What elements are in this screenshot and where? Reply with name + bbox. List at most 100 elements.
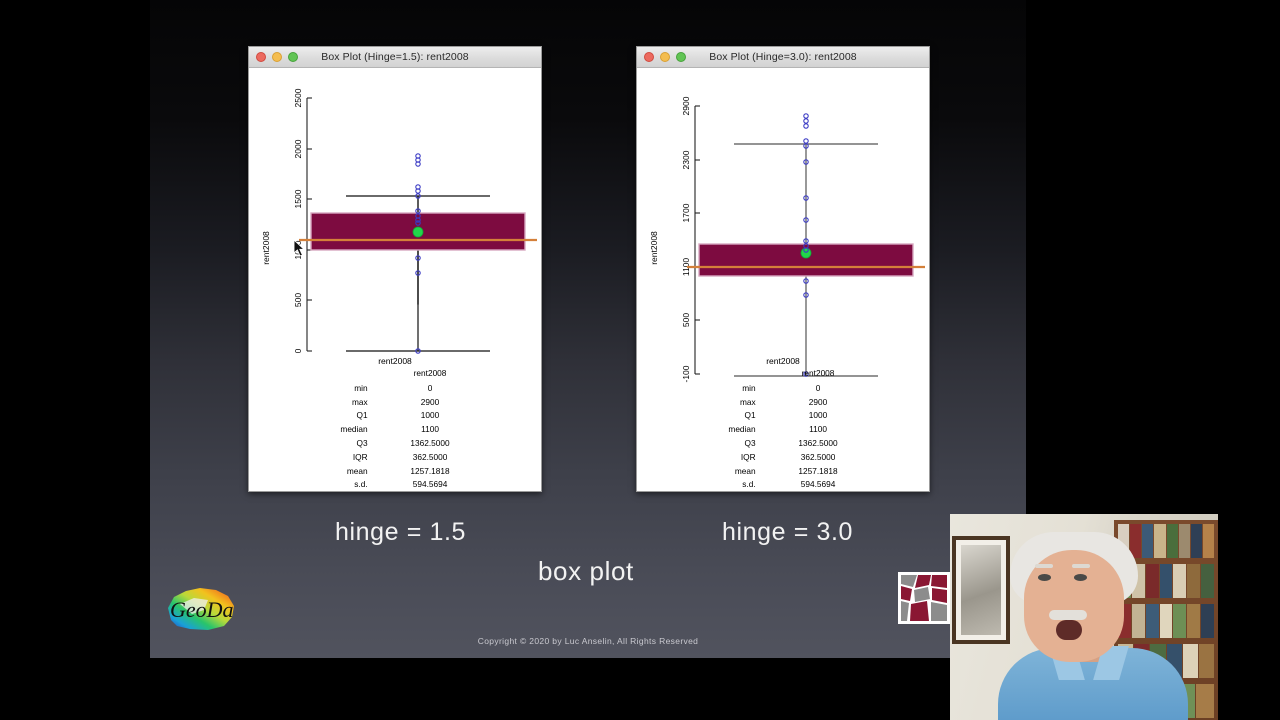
stat-value: 0 [427, 382, 433, 393]
boxplot-canvas-1[interactable]: rent2008 0 500 1000 [249, 68, 541, 491]
boxplot-window-hinge-3-0[interactable]: Box Plot (Hinge=3.0): rent2008 rent2008 [636, 46, 930, 492]
stats-header-row: rent2008 [637, 366, 929, 381]
stat-key: Q3 [744, 437, 756, 448]
stat-key: Q1 [744, 410, 756, 421]
stat-key: max [739, 396, 756, 407]
mouse-cursor-icon [294, 240, 306, 257]
table-row: Q1 1000 [637, 409, 929, 423]
stat-value: 2900 [420, 396, 440, 407]
stat-value: 1362.5000 [410, 437, 450, 448]
svg-text:1100: 1100 [681, 258, 691, 277]
svg-text:2500: 2500 [293, 88, 303, 107]
stat-value: 594.5694 [412, 479, 448, 490]
svg-text:2300: 2300 [681, 150, 691, 169]
stat-value: 1362.5000 [798, 437, 838, 448]
stat-value: 1257.1818 [798, 465, 838, 476]
stat-value: 594.5694 [800, 479, 836, 490]
stat-key: mean [346, 465, 368, 476]
traffic-lights[interactable] [256, 52, 298, 62]
svg-text:500: 500 [293, 293, 303, 307]
x-axis-label: rent2008 [766, 356, 800, 366]
stats-header-key [637, 366, 760, 381]
stat-key: Q3 [356, 437, 368, 448]
table-row: Q3 1362.5000 [637, 436, 929, 450]
stat-key: s.d. [354, 479, 368, 490]
copyright-text: Copyright © 2020 by Luc Anselin, All Rig… [477, 636, 699, 646]
framed-picture [952, 536, 1010, 644]
boxplot-svg-2: -100 500 1100 1700 2300 2900 [681, 96, 925, 383]
stat-key: IQR [740, 451, 756, 462]
table-row: Q3 1362.5000 [249, 436, 541, 450]
stats-header-key [249, 366, 372, 381]
stat-value: 0 [815, 382, 821, 393]
minimize-icon[interactable] [660, 52, 670, 62]
svg-text:1700: 1700 [681, 203, 691, 222]
traffic-lights[interactable] [644, 52, 686, 62]
stats-header-value: rent2008 [413, 367, 447, 378]
stats-header-value: rent2008 [801, 367, 835, 378]
stat-value: 1000 [808, 410, 828, 421]
svg-text:1500: 1500 [293, 189, 303, 208]
minimize-icon[interactable] [272, 52, 282, 62]
table-row: mean 1257.1818 [637, 464, 929, 478]
window-titlebar[interactable]: Box Plot (Hinge=1.5): rent2008 [249, 47, 541, 68]
boxplot-canvas-2[interactable]: rent2008 -100 500 1100 [637, 68, 929, 491]
svg-text:500: 500 [681, 313, 691, 327]
stat-key: s.d. [742, 479, 756, 490]
stats-table-2: rent2008 min 0 max 2900 [637, 366, 929, 492]
caption-box-plot: box plot [538, 556, 634, 586]
map-thumbnail-icon [898, 572, 950, 624]
close-icon[interactable] [256, 52, 266, 62]
window-titlebar[interactable]: Box Plot (Hinge=3.0): rent2008 [637, 47, 929, 68]
table-row: min 0 [249, 381, 541, 395]
table-row: max 2900 [249, 395, 541, 409]
stats-header-row: rent2008 [249, 366, 541, 381]
stat-key: median [728, 424, 756, 435]
presenter-video [998, 530, 1188, 720]
stat-key: min [354, 382, 368, 393]
presentation-slide: Box Plot (Hinge=1.5): rent2008 rent2008 [150, 0, 1026, 658]
x-axis-label: rent2008 [378, 356, 412, 366]
stat-key: median [340, 424, 368, 435]
window-body: rent2008 0 500 1000 [249, 68, 541, 491]
table-row: max 2900 [637, 395, 929, 409]
svg-text:2000: 2000 [293, 139, 303, 158]
geoda-logo-text: GeoDa [170, 597, 234, 622]
geoda-logo: GeoDa [164, 584, 244, 634]
stat-value: 362.5000 [800, 451, 836, 462]
stat-value: 1257.1818 [410, 465, 450, 476]
table-row: s.d. 594.5694 [249, 478, 541, 492]
stat-value: 362.5000 [412, 451, 448, 462]
stat-key: mean [734, 465, 756, 476]
stat-value: 1000 [420, 410, 440, 421]
window-body: rent2008 -100 500 1100 [637, 68, 929, 491]
stat-value: 1100 [809, 424, 827, 435]
table-row: Q1 1000 [249, 409, 541, 423]
table-row: IQR 362.5000 [637, 450, 929, 464]
boxplot-svg-1: 0 500 1000 1500 2000 2500 [293, 88, 537, 354]
caption-hinge-left: hinge = 1.5 [335, 518, 467, 546]
table-row: mean 1257.1818 [249, 464, 541, 478]
svg-text:2900: 2900 [681, 96, 691, 115]
table-row: min 0 [637, 381, 929, 395]
stat-key: Q1 [356, 410, 368, 421]
table-row: s.d. 594.5694 [637, 478, 929, 492]
stat-value: 1100 [421, 424, 439, 435]
svg-text:0: 0 [293, 348, 303, 353]
stats-table-1: rent2008 min 0 max 2900 [249, 366, 541, 492]
close-icon[interactable] [644, 52, 654, 62]
stat-key: min [742, 382, 756, 393]
webcam-video-overlay[interactable] [950, 514, 1218, 720]
maximize-icon[interactable] [676, 52, 686, 62]
boxplot-window-hinge-1-5[interactable]: Box Plot (Hinge=1.5): rent2008 rent2008 [248, 46, 542, 492]
stat-key: IQR [352, 451, 368, 462]
stat-value: 2900 [808, 396, 828, 407]
caption-hinge-right: hinge = 3.0 [722, 518, 854, 546]
svg-text:-100: -100 [681, 365, 691, 382]
table-row: median 1100 [249, 423, 541, 437]
table-row: IQR 362.5000 [249, 450, 541, 464]
stat-key: max [351, 396, 368, 407]
table-row: median 1100 [637, 423, 929, 437]
maximize-icon[interactable] [288, 52, 298, 62]
